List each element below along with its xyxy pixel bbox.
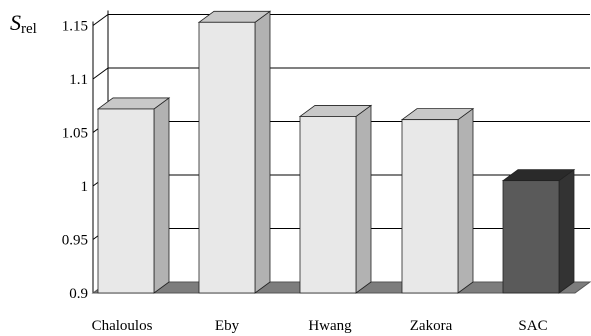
bar-hwang [298,104,373,294]
bar-front [502,180,560,294]
bar-chaloulos [96,97,171,294]
bar-side [355,104,372,294]
bar-side [254,10,271,294]
y-tick-label: 0.9 [69,286,88,302]
x-category-label: SAC [518,318,547,334]
x-category-label: Hwang [308,318,352,334]
bar-front [299,116,357,294]
y-tick-label: 1 [81,179,89,195]
bar-zakora [400,107,475,294]
y-axis-label-sub: rel [21,21,37,37]
x-category-label: Eby [215,318,240,334]
gridline-diagonal [92,14,109,26]
y-axis-label: Srel [10,10,37,37]
y-tick-label: 1.05 [62,126,88,142]
bar-side [153,97,170,294]
gridline-diagonal [92,67,109,80]
x-category-labels: Chaloulos Eby Hwang Zakora SAC [92,318,548,334]
y-tick-label: 1.15 [62,19,88,35]
y-tick-label: 0.95 [62,233,88,249]
y-tick-label: 1.1 [69,72,88,88]
x-category-label: Zakora [410,318,453,334]
bar-side [558,168,575,294]
bar-front [198,21,256,294]
bar-side [457,107,474,294]
y-tick-labels: 0.9 0.95 1 1.05 1.1 1.15 [62,19,88,303]
y-axis-label-main: S [10,10,21,35]
bar-front [401,119,459,294]
x-category-label: Chaloulos [92,318,153,334]
bar-sac [501,168,576,294]
bars [96,10,576,294]
bar-front [97,108,155,294]
bar-eby [197,10,272,294]
